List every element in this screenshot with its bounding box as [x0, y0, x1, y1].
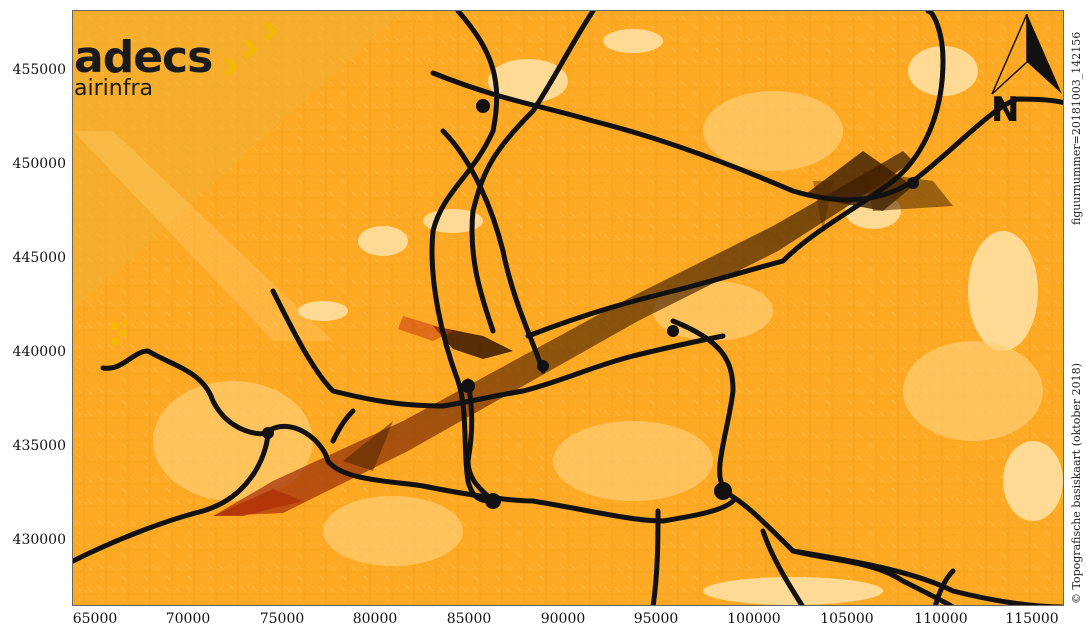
noise-spur-northeast [863, 171, 953, 211]
x-tick-75000: 75000 [259, 611, 305, 627]
adecs-logo: adecs airinfra [74, 21, 288, 101]
logo-sub-text: airinfra [74, 76, 153, 101]
y-tick-445000: 445000 [12, 250, 66, 266]
noise-contour-map[interactable] [73, 11, 1064, 606]
x-tick-85000: 85000 [446, 611, 492, 627]
x-tick-100000: 100000 [727, 611, 781, 627]
road-east-stub [932, 568, 956, 605]
yellow-markers [111, 320, 128, 345]
logo-brand-text: adecs [74, 32, 213, 83]
noise-spur-north [813, 181, 833, 231]
noise-hotspot-center [433, 326, 513, 359]
light-zone-northwest [73, 11, 403, 311]
road-north-west [270, 288, 726, 409]
road-west-stub [330, 408, 356, 444]
north-arrow-icon [991, 13, 1062, 95]
road-junctions [262, 99, 919, 509]
x-tick-110000: 110000 [914, 611, 968, 627]
road-east-south [790, 548, 1063, 605]
road-south-center-stub [650, 508, 661, 605]
road-south-central [465, 378, 496, 504]
y-tick-455000: 455000 [12, 62, 66, 78]
road-west-arc [73, 423, 736, 564]
y-tick-440000: 440000 [12, 344, 66, 360]
x-tick-90000: 90000 [540, 611, 586, 627]
map-frame[interactable] [72, 10, 1064, 606]
road-diagonal-east [525, 11, 946, 339]
noise-hotspot-southwest [213, 489, 303, 516]
x-tick-70000: 70000 [165, 611, 211, 627]
road-north-south-central [469, 11, 596, 334]
light-stripe-northwest [73, 131, 333, 341]
x-tick-115000: 115000 [1005, 611, 1059, 627]
x-tick-95000: 95000 [633, 611, 679, 627]
x-tick-65000: 65000 [72, 611, 118, 627]
road-diagonal-center [440, 128, 546, 374]
x-tick-105000: 105000 [820, 611, 874, 627]
north-label: N [991, 90, 1020, 130]
figure-number-text: figuurnummer=20181003_142156 [1070, 31, 1083, 225]
noise-spur-southwest [343, 421, 393, 471]
north-arrow: N [987, 13, 1067, 130]
road-west-spur [100, 348, 271, 437]
logo-chevrons-icon [224, 21, 278, 77]
y-tick-430000: 430000 [12, 532, 66, 548]
road-network [73, 11, 1063, 605]
road-north-south-west [429, 11, 500, 504]
pale-areas [298, 29, 1063, 605]
x-tick-80000: 80000 [352, 611, 398, 627]
road-south-east-2 [760, 528, 805, 605]
y-tick-435000: 435000 [12, 438, 66, 454]
noise-hotspot-red [398, 316, 453, 341]
y-tick-450000: 450000 [12, 156, 66, 172]
road-east-west-north [430, 70, 1063, 203]
copyright-text: © Topografische basiskaart (oktober 2018… [1070, 363, 1083, 604]
